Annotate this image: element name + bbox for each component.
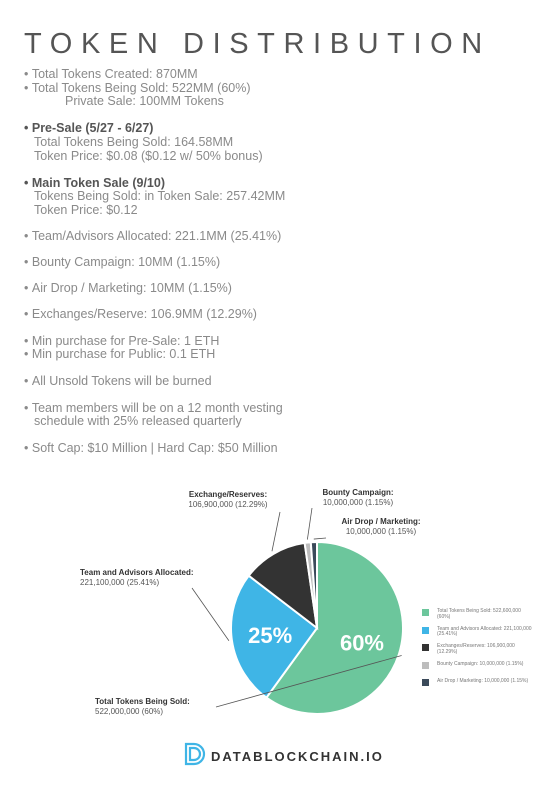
pie-slice xyxy=(309,540,318,629)
callout-name: Team and Advisors Allocated: xyxy=(80,568,194,577)
legend-label: Team and Advisors Allocated: 221,100,000… xyxy=(437,625,532,637)
legend-label: Exchanges/Reserves: 106,900,000 (12.29%) xyxy=(437,643,515,655)
heading: Pre-Sale (5/27 - 6/27) xyxy=(24,122,154,135)
leader-line xyxy=(191,587,230,642)
legend-swatch xyxy=(422,661,429,669)
pie-slice xyxy=(247,541,319,631)
sub-line: Tokens Being Sold: in Token Sale: 257.42… xyxy=(34,189,286,203)
bullet: Team/Advisors Allocated: 221.1MM (25.41%… xyxy=(24,230,281,243)
bullet: Exchanges/Reserve: 106.9MM (12.29%) xyxy=(24,308,257,321)
legend-swatch xyxy=(422,679,429,686)
slice-label: 60% xyxy=(340,631,384,656)
logo xyxy=(184,742,206,766)
sub-line: Token Price: $0.12 xyxy=(34,203,138,217)
heading: Main Token Sale (9/10) xyxy=(24,177,165,190)
leader-line xyxy=(306,507,313,540)
pie-slice xyxy=(230,574,319,699)
callout-name: Air Drop / Marketing: xyxy=(341,517,420,526)
legend-swatch xyxy=(422,609,429,616)
legend-swatch xyxy=(422,626,429,634)
bullet: Team members will be on a 12 month vesti… xyxy=(24,402,283,415)
sub-line: Total Tokens Being Sold: 164.58MM xyxy=(34,135,234,149)
callout-name: Total Tokens Being Sold: xyxy=(95,697,190,706)
callout-value: 10,000,000 (1.15%) xyxy=(323,498,394,507)
bullet: All Unsold Tokens will be burned xyxy=(24,375,212,388)
callout-value: 522,000,000 (60%) xyxy=(95,707,163,716)
callout-name: Exchange/Reserves: xyxy=(189,490,267,499)
bullet: Min purchase for Pre-Sale: 1 ETH xyxy=(24,335,220,348)
legend-label: Air Drop / Marketing: 10,000,000 (1.15%) xyxy=(437,678,529,684)
bullet: Bounty Campaign: 10MM (1.15%) xyxy=(24,256,220,269)
legend-label: Bounty Campaign: 10,000,000 (1.15%) xyxy=(437,660,524,667)
callout-value: 221,100,000 (25.41%) xyxy=(80,578,160,587)
sub-line: Private Sale: 100MM Tokens xyxy=(65,94,224,108)
slice-label: 25% xyxy=(248,623,292,648)
leader-line xyxy=(271,511,281,552)
leader-line xyxy=(313,537,327,540)
callout-value: 10,000,000 (1.15%) xyxy=(346,527,417,536)
legend-swatch xyxy=(422,644,429,651)
callout-name: Bounty Campaign: xyxy=(322,488,393,497)
brand: DATABLOCKCHAIN.IO xyxy=(211,749,384,764)
pie-slice xyxy=(265,540,404,715)
callout-value: 106,900,000 (12.29%) xyxy=(188,500,268,509)
bullet: Total Tokens Being Sold: 522MM (60%) xyxy=(24,82,251,95)
legend-label: Total Tokens Being Sold: 522,600,000 (60… xyxy=(437,608,521,620)
sub-line: Token Price: $0.08 ($0.12 w/ 50% bonus) xyxy=(34,149,263,163)
sub-line: schedule with 25% released quarterly xyxy=(34,414,242,428)
leader-line xyxy=(215,655,402,708)
bullet: Total Tokens Created: 870MM xyxy=(24,68,198,81)
bullet: Soft Cap: $10 Million | Hard Cap: $50 Mi… xyxy=(24,442,278,455)
bullet: Min purchase for Public: 0.1 ETH xyxy=(24,348,215,361)
title: TOKEN DISTRIBUTION xyxy=(24,28,491,60)
bullet: Air Drop / Marketing: 10MM (1.15%) xyxy=(24,282,232,295)
